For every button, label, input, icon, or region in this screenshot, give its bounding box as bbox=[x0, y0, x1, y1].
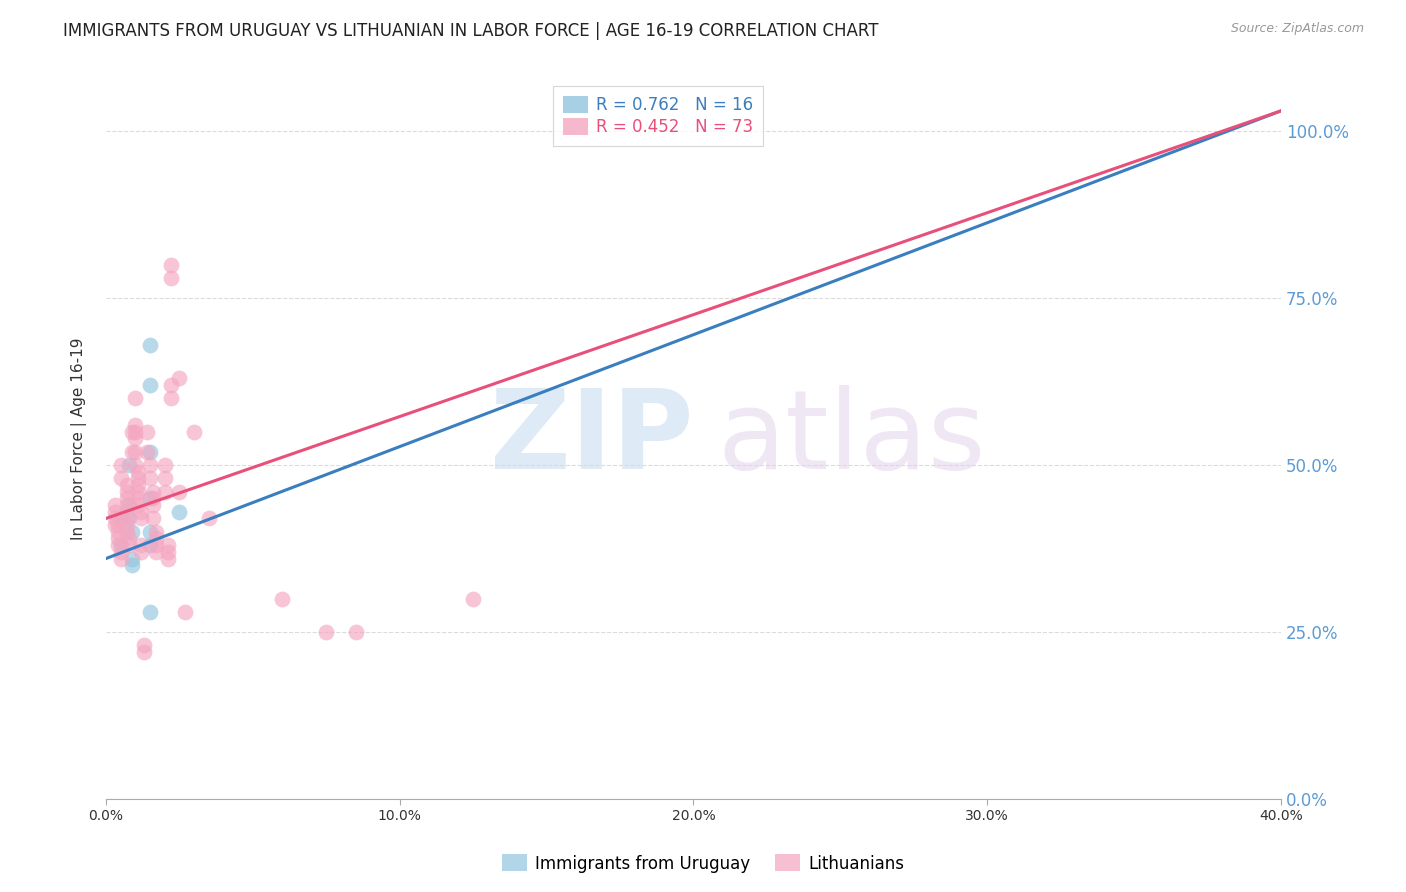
Point bbox=[104, 518, 127, 533]
Point bbox=[127, 498, 149, 512]
Point bbox=[118, 538, 141, 552]
Text: IMMIGRANTS FROM URUGUAY VS LITHUANIAN IN LABOR FORCE | AGE 16-19 CORRELATION CHA: IMMIGRANTS FROM URUGUAY VS LITHUANIAN IN… bbox=[63, 22, 879, 40]
Point bbox=[156, 551, 179, 566]
Point bbox=[129, 505, 152, 519]
Point bbox=[159, 258, 181, 272]
Point bbox=[121, 551, 143, 566]
Point bbox=[145, 545, 167, 559]
Point bbox=[115, 478, 138, 492]
Point bbox=[145, 538, 167, 552]
Point bbox=[174, 605, 197, 619]
Point bbox=[129, 511, 152, 525]
Point bbox=[115, 498, 138, 512]
Point bbox=[118, 498, 141, 512]
Point bbox=[344, 625, 367, 640]
Point bbox=[271, 591, 294, 606]
Point bbox=[124, 425, 146, 439]
Point bbox=[159, 391, 181, 405]
Point bbox=[156, 538, 179, 552]
Point bbox=[110, 538, 132, 552]
Point bbox=[104, 505, 127, 519]
Legend: Immigrants from Uruguay, Lithuanians: Immigrants from Uruguay, Lithuanians bbox=[495, 847, 911, 880]
Point bbox=[139, 605, 162, 619]
Point bbox=[142, 491, 165, 506]
Point bbox=[129, 545, 152, 559]
Legend: R = 0.762   N = 16, R = 0.452   N = 73: R = 0.762 N = 16, R = 0.452 N = 73 bbox=[553, 86, 763, 146]
Point bbox=[183, 425, 205, 439]
Point bbox=[107, 538, 129, 552]
Point bbox=[139, 377, 162, 392]
Point bbox=[107, 524, 129, 539]
Point bbox=[159, 377, 181, 392]
Text: Source: ZipAtlas.com: Source: ZipAtlas.com bbox=[1230, 22, 1364, 36]
Point bbox=[142, 484, 165, 499]
Point bbox=[153, 471, 176, 485]
Point bbox=[169, 371, 191, 385]
Point bbox=[142, 511, 165, 525]
Point bbox=[139, 458, 162, 472]
Point bbox=[121, 444, 143, 458]
Point bbox=[110, 545, 132, 559]
Point bbox=[121, 558, 143, 573]
Point bbox=[115, 511, 138, 525]
Point bbox=[107, 532, 129, 546]
Point bbox=[115, 491, 138, 506]
Point bbox=[110, 471, 132, 485]
Point bbox=[124, 417, 146, 432]
Point bbox=[115, 518, 138, 533]
Point bbox=[129, 538, 152, 552]
Point bbox=[139, 491, 162, 506]
Point bbox=[153, 458, 176, 472]
Point bbox=[169, 505, 191, 519]
Point bbox=[124, 391, 146, 405]
Point bbox=[139, 337, 162, 351]
Point bbox=[110, 511, 132, 525]
Point bbox=[127, 484, 149, 499]
Point bbox=[121, 425, 143, 439]
Point bbox=[124, 444, 146, 458]
Point bbox=[156, 545, 179, 559]
Point bbox=[127, 478, 149, 492]
Point bbox=[139, 524, 162, 539]
Point bbox=[139, 471, 162, 485]
Point bbox=[115, 524, 138, 539]
Point bbox=[134, 639, 156, 653]
Point bbox=[110, 458, 132, 472]
Point bbox=[104, 498, 127, 512]
Point bbox=[118, 511, 141, 525]
Point bbox=[115, 505, 138, 519]
Point bbox=[139, 444, 162, 458]
Point bbox=[159, 271, 181, 285]
Point bbox=[315, 625, 337, 640]
Y-axis label: In Labor Force | Age 16-19: In Labor Force | Age 16-19 bbox=[72, 337, 87, 540]
Text: ZIP: ZIP bbox=[491, 384, 693, 491]
Point bbox=[124, 458, 146, 472]
Point bbox=[136, 425, 159, 439]
Text: atlas: atlas bbox=[717, 384, 986, 491]
Point bbox=[134, 645, 156, 659]
Point bbox=[169, 484, 191, 499]
Point bbox=[118, 532, 141, 546]
Point bbox=[115, 484, 138, 499]
Point bbox=[198, 511, 221, 525]
Point bbox=[145, 524, 167, 539]
Point bbox=[110, 551, 132, 566]
Point bbox=[104, 511, 127, 525]
Point bbox=[139, 538, 162, 552]
Point bbox=[463, 591, 485, 606]
Point bbox=[118, 458, 141, 472]
Point bbox=[153, 484, 176, 499]
Point bbox=[107, 518, 129, 533]
Point bbox=[124, 431, 146, 445]
Point bbox=[127, 465, 149, 479]
Point bbox=[136, 444, 159, 458]
Point bbox=[127, 471, 149, 485]
Point bbox=[142, 498, 165, 512]
Point bbox=[127, 491, 149, 506]
Point bbox=[121, 524, 143, 539]
Point bbox=[145, 532, 167, 546]
